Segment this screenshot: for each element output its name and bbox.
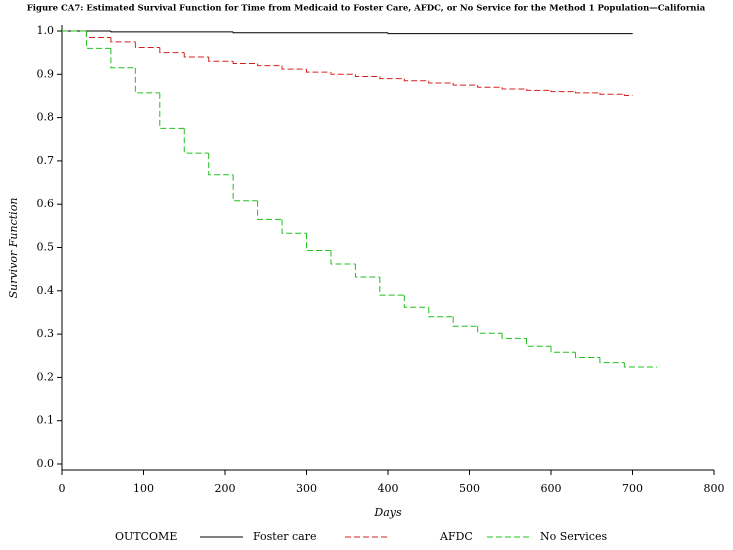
- legend-label: Foster care: [253, 530, 316, 543]
- survival-step: [159, 47, 185, 54]
- survival-step: [501, 333, 527, 339]
- survival-step: [354, 263, 380, 278]
- survival-step: [330, 250, 356, 265]
- survival-step: [428, 307, 454, 318]
- survival-step: [257, 63, 283, 67]
- survival-step: [452, 82, 478, 86]
- legend-label: No Services: [540, 530, 607, 543]
- x-tick-label: 100: [133, 482, 154, 495]
- x-tick-label: 500: [459, 482, 480, 495]
- survival-step: [501, 87, 527, 90]
- survival-step: [257, 200, 283, 220]
- survival-step: [85, 31, 111, 49]
- survival-step: [85, 31, 111, 38]
- survival-step: [110, 37, 136, 43]
- y-tick-label: 0.5: [37, 241, 55, 254]
- survival-step: [232, 61, 258, 64]
- survival-step: [623, 94, 633, 97]
- survival-step: [208, 153, 234, 176]
- survival-step: [574, 91, 600, 94]
- x-tick-label: 300: [296, 482, 317, 495]
- survival-step: [623, 362, 657, 368]
- y-tick-label: 0.2: [37, 370, 55, 383]
- survival-step: [379, 76, 405, 80]
- survival-step: [159, 92, 185, 129]
- y-tick-label: 1.0: [37, 24, 55, 37]
- survival-step: [232, 174, 258, 202]
- survival-step: [403, 295, 429, 308]
- survival-step: [354, 74, 380, 77]
- survival-step: [208, 56, 234, 62]
- x-tick-label: 200: [215, 482, 236, 495]
- survival-step: [306, 233, 331, 252]
- survival-step: [134, 67, 160, 94]
- survival-step: [379, 276, 405, 296]
- survival-step: [452, 316, 478, 327]
- survival-step: [599, 357, 625, 364]
- survival-step: [281, 65, 307, 70]
- survival-step: [232, 31, 388, 34]
- survival-step: [477, 326, 503, 334]
- y-tick-label: 0.7: [37, 154, 55, 167]
- y-tick-label: 0.0: [37, 457, 55, 470]
- survival-step: [550, 346, 576, 353]
- x-tick-label: 0: [59, 482, 66, 495]
- survival-step: [403, 78, 429, 82]
- survival-step: [183, 128, 209, 154]
- y-tick-label: 0.9: [37, 67, 55, 80]
- x-tick-label: 700: [622, 482, 643, 495]
- y-axis-label: Survivor Function: [7, 198, 20, 299]
- x-tick-label: 800: [704, 482, 725, 495]
- survival-step: [526, 89, 551, 91]
- y-tick-label: 0.6: [37, 197, 55, 210]
- survival-step: [574, 352, 600, 358]
- survival-step: [526, 338, 551, 347]
- survival-step: [306, 69, 331, 73]
- y-tick-label: 0.1: [37, 414, 55, 427]
- y-tick-label: 0.8: [37, 111, 55, 124]
- survival-step: [428, 80, 454, 84]
- x-tick-label: 400: [378, 482, 399, 495]
- x-axis-label: Days: [373, 506, 402, 519]
- y-tick-label: 0.4: [37, 284, 55, 297]
- survival-step: [183, 52, 209, 58]
- y-tick-label: 0.3: [37, 327, 55, 340]
- survival-step: [281, 219, 307, 234]
- legend-title: OUTCOME: [115, 530, 177, 543]
- survival-step: [550, 90, 576, 93]
- survival-step: [387, 32, 633, 35]
- x-tick-label: 600: [541, 482, 562, 495]
- legend-label: AFDC: [439, 530, 473, 543]
- survival-step: [110, 31, 234, 33]
- survival-step: [110, 48, 136, 69]
- survival-step: [330, 72, 356, 75]
- survival-step: [134, 41, 160, 48]
- survival-step: [599, 92, 625, 95]
- chart-title: Figure CA7: Estimated Survival Function …: [27, 4, 706, 14]
- survival-step: [477, 85, 503, 88]
